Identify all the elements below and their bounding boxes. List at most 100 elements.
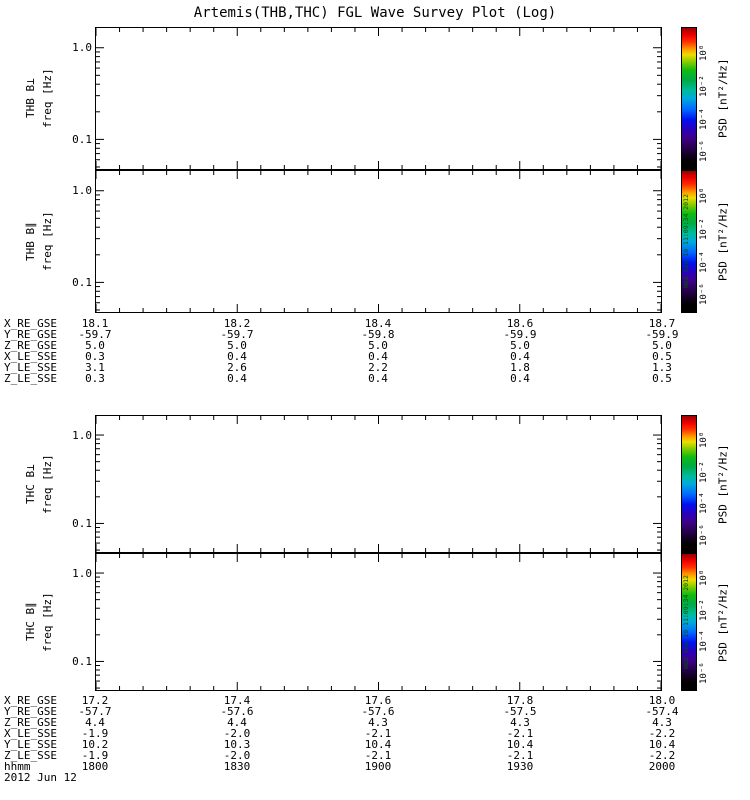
freq-tick-label: 0.1	[72, 517, 92, 530]
colorbar-tick-label: 10⁻⁴	[699, 251, 709, 273]
colorbar-tick-label: 10⁻⁶	[699, 662, 709, 684]
colorbar-tick-label: 10⁰	[699, 187, 709, 205]
colorbar-tick-label: 10⁰	[699, 569, 709, 587]
ephemeris-value: 4.4	[227, 716, 247, 729]
time-tick-label: 1800	[81, 760, 109, 773]
creation-timestamp: Wed Sep 19 11:09:34 2012	[682, 194, 690, 289]
colorbar-tick-label: 10⁻⁶	[699, 283, 709, 305]
ephemeris-value: -57.4	[645, 705, 679, 718]
ephemeris-value: -57.5	[503, 705, 537, 718]
ephemeris-value: -2.1	[506, 749, 534, 762]
ephemeris-value: 5.0	[652, 339, 672, 352]
ephemeris-row: Y_RE_GSE -57.7 -57.6 -57.6 -57.5 -57.4	[0, 706, 750, 717]
ephemeris-row: Y_LE_SSE 3.1 2.6 2.2 1.8 1.3	[0, 362, 750, 373]
time-axis-row: hhmm 1800 1830 1900 1930 2000	[0, 761, 750, 772]
panel-name-label: THC B⊥	[24, 464, 37, 504]
colorbar	[681, 553, 697, 691]
ephemeris-value: 0.4	[227, 350, 247, 363]
plot-title: Artemis(THB,THC) FGL Wave Survey Plot (L…	[193, 5, 557, 21]
ephemeris-value: -2.1	[364, 727, 392, 740]
ephemeris-row: Z_RE_GSE 4.4 4.4 4.3 4.3 4.3	[0, 717, 750, 728]
colorbar-axis-label: PSD [nT²/Hz]	[716, 444, 730, 524]
ephemeris-value: 18.7	[648, 317, 676, 330]
ephemeris-label: Y_LE_SSE	[4, 738, 57, 751]
ephemeris-row: Z_LE_SSE -1.9 -2.0 -2.1 -2.1 -2.2	[0, 750, 750, 761]
ephemeris-value: 17.2	[81, 694, 109, 707]
ephemeris-value: 0.4	[368, 372, 388, 385]
spectrogram-panel-thc-bpar	[95, 553, 662, 691]
ephemeris-value: 0.4	[368, 350, 388, 363]
freq-tick-label: 0.1	[72, 655, 92, 668]
ephemeris-value: 5.0	[510, 339, 530, 352]
ephemeris-value: 10.3	[223, 738, 251, 751]
ephemeris-value: 17.8	[506, 694, 534, 707]
ephemeris-value: 18.0	[648, 694, 676, 707]
ephemeris-value: 18.2	[223, 317, 251, 330]
time-tick-label: 1930	[506, 760, 534, 773]
ephemeris-value: 10.4	[506, 738, 534, 751]
ephemeris-value: 0.4	[510, 372, 530, 385]
spectrogram-panel-thb-bpar	[95, 170, 662, 313]
time-axis-label: hhmm	[4, 760, 31, 773]
ephemeris-value: -2.2	[648, 727, 676, 740]
ephemeris-row: Z_RE_GSE 5.0 5.0 5.0 5.0 5.0	[0, 340, 750, 351]
panel-name-label: THB B⊥	[24, 78, 37, 119]
colorbar-tick-label: 10⁻⁴	[699, 492, 709, 514]
ephemeris-label: Z_RE_GSE	[4, 339, 57, 352]
time-tick-label: 1900	[364, 760, 392, 773]
colorbar-axis-label: PSD [nT²/Hz]	[716, 201, 730, 282]
spectrogram-panel-thb-bperp	[95, 27, 662, 170]
colorbar	[681, 27, 697, 170]
ephemeris-value: -2.1	[506, 727, 534, 740]
spectrogram-panel-thc-bperp	[95, 415, 662, 553]
ephemeris-label: Z_RE_GSE	[4, 716, 57, 729]
time-tick-label: 1830	[223, 760, 251, 773]
ephemeris-value: -57.6	[361, 705, 395, 718]
ephemeris-value: -1.9	[81, 727, 109, 740]
ephemeris-value: 0.4	[510, 350, 530, 363]
ephemeris-label: Y_RE_GSE	[4, 328, 57, 341]
date-row: 2012 Jun 12	[0, 772, 750, 783]
ephemeris-value: 10.4	[648, 738, 676, 751]
ephemeris-value: 4.3	[510, 716, 530, 729]
ephemeris-row: X_LE_SSE 0.3 0.4 0.4 0.4 0.5	[0, 351, 750, 362]
colorbar-tick-label: 10⁻⁶	[699, 140, 709, 162]
ephemeris-value: -2.1	[364, 749, 392, 762]
ephemeris-value: 10.4	[364, 738, 392, 751]
ephemeris-value: 18.1	[81, 317, 109, 330]
ephemeris-value: 0.5	[652, 350, 672, 363]
colorbar	[681, 415, 697, 553]
ephemeris-row: X_RE_GSE 17.2 17.4 17.6 17.8 18.0	[0, 695, 750, 706]
ephemeris-value: 4.3	[368, 716, 388, 729]
ephemeris-value: -2.0	[223, 727, 251, 740]
ephemeris-value: 10.2	[81, 738, 109, 751]
colorbar-tick-label: 10⁰	[699, 44, 709, 62]
ephemeris-value: 5.0	[85, 339, 105, 352]
axis-ticks	[96, 416, 661, 552]
colorbar-tick-label: 10⁻⁶	[699, 524, 709, 546]
ephemeris-label: Z_LE_SSE	[4, 372, 57, 385]
creation-timestamp: Wed Sep 19 11:09:34 2012	[682, 575, 690, 669]
ephemeris-row: X_LE_SSE -1.9 -2.0 -2.1 -2.1 -2.2	[0, 728, 750, 739]
ephemeris-value: 5.0	[227, 339, 247, 352]
freq-axis-label: freq [Hz]	[41, 454, 54, 514]
colorbar-axis-label: PSD [nT²/Hz]	[716, 58, 730, 139]
ephemeris-value: -57.6	[220, 705, 254, 718]
ephemeris-label: X_LE_SSE	[4, 350, 57, 363]
colorbar-axis-label: PSD [nT²/Hz]	[716, 582, 730, 662]
freq-tick-label: 0.1	[72, 133, 92, 146]
ephemeris-value: 2.2	[368, 361, 388, 374]
ephemeris-value: -1.9	[81, 749, 109, 762]
ephemeris-value: 17.6	[364, 694, 392, 707]
ephemeris-value: 1.8	[510, 361, 530, 374]
ephemeris-row: Z_LE_SSE 0.3 0.4 0.4 0.4 0.5	[0, 373, 750, 384]
panel-name-label: THB B∥	[24, 222, 37, 261]
ephemeris-value: -59.7	[220, 328, 254, 341]
freq-tick-label: 0.1	[72, 276, 92, 289]
colorbar-tick-label: 10⁻⁴	[699, 108, 709, 130]
time-tick-label: 2000	[648, 760, 676, 773]
colorbar	[681, 170, 697, 313]
ephemeris-label: X_RE_GSE	[4, 317, 57, 330]
ephemeris-value: 18.6	[506, 317, 534, 330]
freq-axis-label: freq [Hz]	[41, 592, 54, 652]
